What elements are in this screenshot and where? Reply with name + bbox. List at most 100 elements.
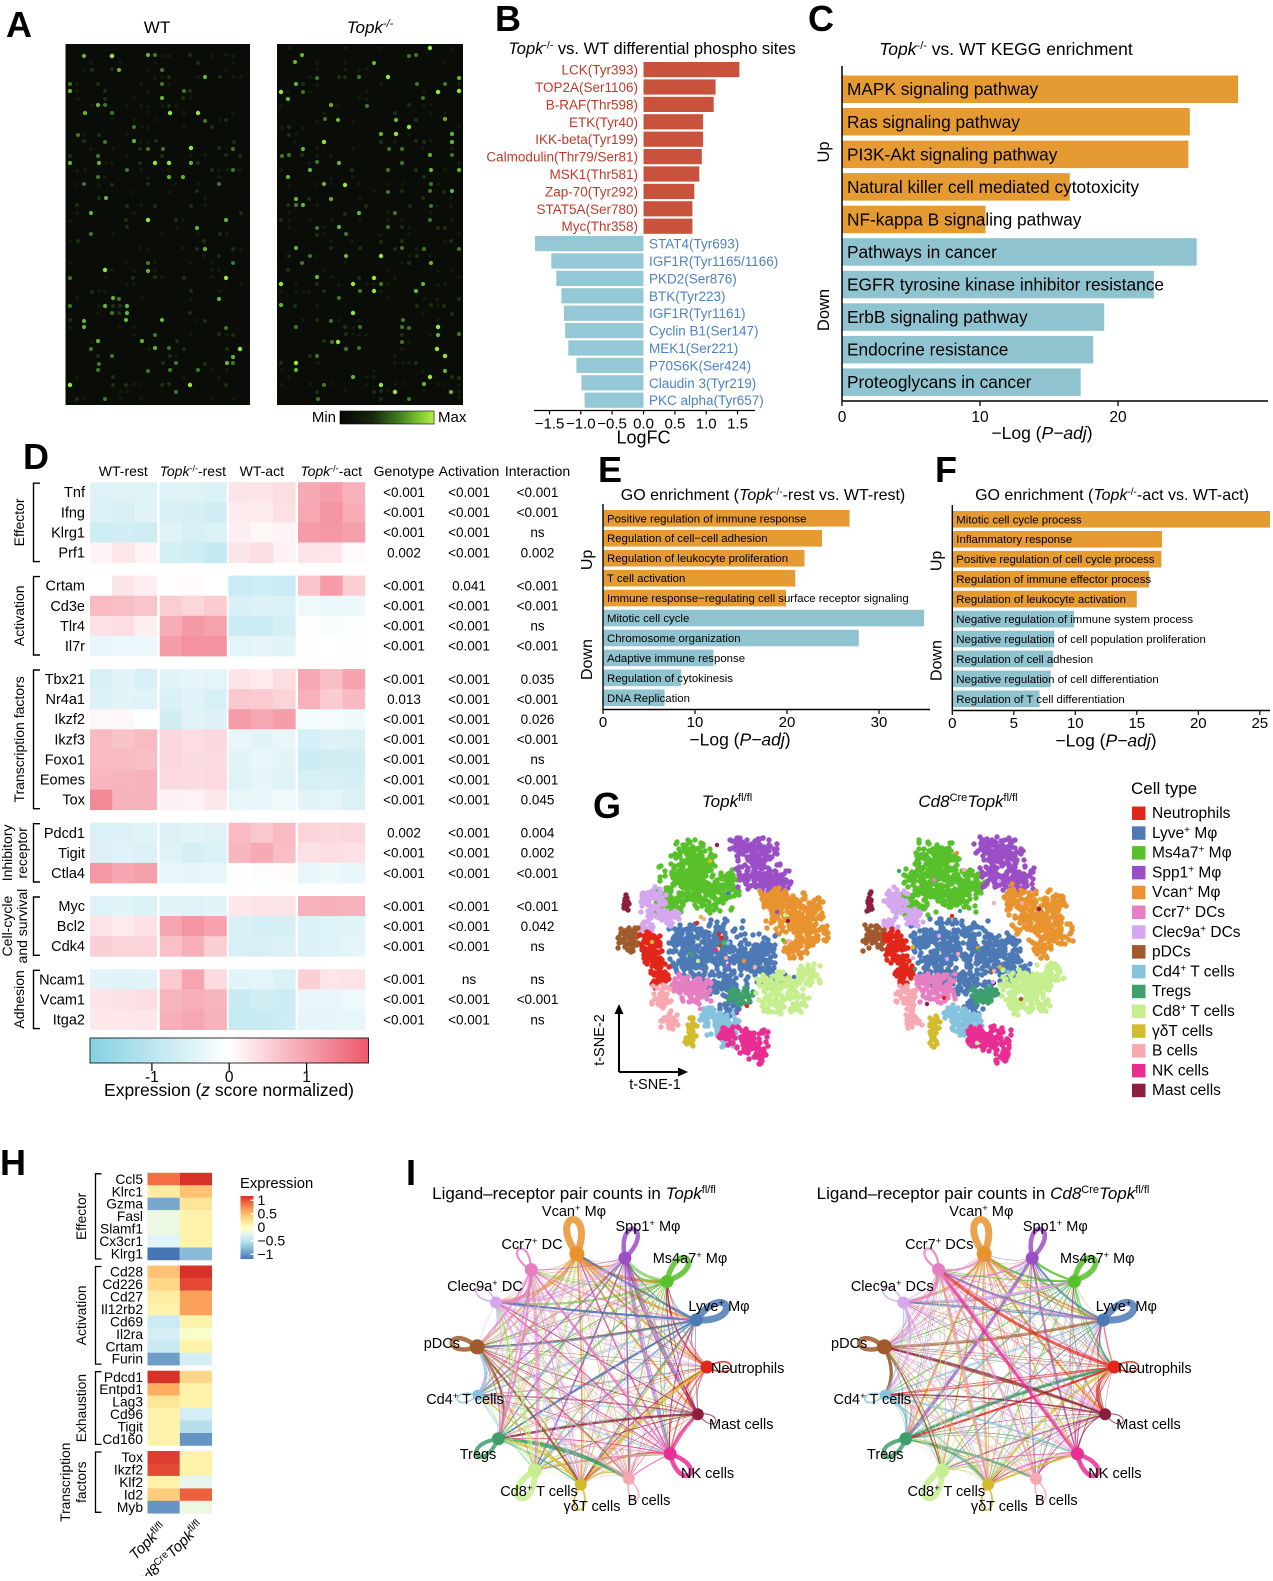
svg-text:ns: ns	[530, 1012, 545, 1027]
svg-text:<0.001: <0.001	[448, 545, 490, 560]
svg-text:30: 30	[871, 714, 888, 731]
svg-text:0.041: 0.041	[452, 578, 486, 593]
svg-text:Cyclin B1(Ser147): Cyclin B1(Ser147)	[649, 324, 759, 339]
svg-text:EGFR tyrosine kinase inhibitor: EGFR tyrosine kinase inhibitor resistanc…	[847, 275, 1164, 295]
svg-text:0.035: 0.035	[521, 672, 555, 687]
svg-text:<0.001: <0.001	[448, 712, 490, 727]
svg-text:20: 20	[1109, 409, 1127, 426]
svg-text:and survival: and survival	[14, 889, 30, 964]
svg-text:Regulation of cytokinesis: Regulation of cytokinesis	[607, 673, 733, 685]
svg-text:<0.001: <0.001	[383, 899, 425, 914]
svg-text:Regulation of immune effector: Regulation of immune effector process	[956, 574, 1151, 586]
svg-text:Cd3e: Cd3e	[50, 599, 85, 615]
svg-text:Down: Down	[928, 640, 945, 681]
svg-text:A: A	[6, 4, 32, 45]
svg-text:25: 25	[1251, 715, 1268, 732]
svg-text:Min: Min	[312, 409, 336, 426]
svg-text:Ras signaling pathway: Ras signaling pathway	[847, 112, 1020, 132]
svg-text:<0.001: <0.001	[383, 846, 425, 861]
svg-text:<0.001: <0.001	[383, 505, 425, 520]
svg-text:Immune response−regulating cel: Immune response−regulating cell surface …	[607, 593, 909, 605]
svg-text:<0.001: <0.001	[383, 712, 425, 727]
svg-text:0.002: 0.002	[521, 545, 555, 560]
svg-text:<0.001: <0.001	[448, 485, 490, 500]
svg-text:−Log (P−adj): −Log (P−adj)	[991, 423, 1092, 443]
svg-text:−Log (P−adj): −Log (P−adj)	[689, 730, 790, 750]
svg-text:Negative regulation of cell po: Negative regulation of cell population p…	[956, 634, 1206, 646]
svg-text:<0.001: <0.001	[383, 485, 425, 500]
svg-text:Ncam1: Ncam1	[39, 972, 85, 988]
svg-text:Bcl2: Bcl2	[57, 919, 85, 935]
svg-text:0.013: 0.013	[387, 692, 421, 707]
svg-text:0.002: 0.002	[387, 545, 421, 560]
svg-text:<0.001: <0.001	[448, 672, 490, 687]
svg-text:0.004: 0.004	[521, 826, 555, 841]
svg-text:receptor: receptor	[14, 827, 30, 879]
svg-text:Up: Up	[579, 550, 596, 571]
svg-text:Tigit: Tigit	[58, 846, 85, 862]
svg-text:<0.001: <0.001	[383, 752, 425, 767]
svg-text:IGF1R(Tyr1161): IGF1R(Tyr1161)	[649, 306, 746, 321]
svg-text:<0.001: <0.001	[448, 992, 490, 1007]
svg-text:<0.001: <0.001	[383, 919, 425, 934]
svg-text:STAT4(Tyr693): STAT4(Tyr693)	[649, 237, 739, 252]
svg-text:F: F	[935, 449, 957, 490]
svg-text:PKD2(Ser876): PKD2(Ser876)	[649, 271, 737, 286]
svg-text:Vcam1: Vcam1	[40, 992, 85, 1008]
svg-text:0.026: 0.026	[521, 712, 555, 727]
svg-text:Tlr4: Tlr4	[60, 619, 85, 635]
svg-text:<0.001: <0.001	[448, 919, 490, 934]
svg-text:WT-act: WT-act	[240, 463, 284, 479]
svg-text:Nr4a1: Nr4a1	[46, 692, 86, 708]
svg-text:<0.001: <0.001	[383, 732, 425, 747]
svg-text:ns: ns	[530, 752, 545, 767]
svg-text:Chromosome organization: Chromosome organization	[607, 633, 741, 645]
svg-text:<0.001: <0.001	[517, 732, 559, 747]
svg-text:PI3K-Akt signaling pathway: PI3K-Akt signaling pathway	[847, 144, 1058, 164]
svg-text:20: 20	[1190, 715, 1207, 732]
svg-text:<0.001: <0.001	[517, 485, 559, 500]
svg-text:<0.001: <0.001	[383, 792, 425, 807]
svg-text:Adhesion: Adhesion	[11, 970, 27, 1028]
svg-text:Activation: Activation	[439, 463, 500, 479]
svg-text:Pathways in cancer: Pathways in cancer	[847, 242, 997, 262]
svg-text:10: 10	[687, 714, 704, 731]
svg-text:0: 0	[948, 715, 956, 732]
svg-text:<0.001: <0.001	[448, 599, 490, 614]
svg-text:ns: ns	[530, 972, 545, 987]
svg-text:15: 15	[1128, 715, 1145, 732]
svg-text:<0.001: <0.001	[383, 599, 425, 614]
svg-text:MEK1(Ser221): MEK1(Ser221)	[649, 341, 738, 356]
svg-text:Regulation of cell−cell adhesi: Regulation of cell−cell adhesion	[607, 533, 768, 545]
svg-text:C: C	[808, 0, 834, 39]
svg-text:10: 10	[971, 409, 989, 426]
svg-text:Ikzf3: Ikzf3	[54, 732, 85, 748]
svg-text:P70S6K(Ser424): P70S6K(Ser424)	[649, 358, 751, 373]
svg-text:LCK(Tyr393): LCK(Tyr393)	[561, 63, 638, 78]
svg-text:Proteoglycans in cancer: Proteoglycans in cancer	[847, 372, 1032, 392]
svg-text:B-RAF(Thr598): B-RAF(Thr598)	[546, 97, 638, 112]
svg-text:ETK(Tyr40): ETK(Tyr40)	[569, 115, 638, 130]
svg-text:Tnf: Tnf	[64, 485, 86, 501]
svg-text:Max: Max	[438, 409, 467, 426]
svg-text:Regulation of leukocyte prolif: Regulation of leukocyte proliferation	[607, 553, 788, 565]
svg-text:ns: ns	[462, 972, 477, 987]
svg-text:<0.001: <0.001	[448, 505, 490, 520]
svg-text:Cd8CreTopkfl/fl: Cd8CreTopkfl/fl	[918, 792, 1017, 811]
svg-text:D: D	[23, 436, 49, 477]
svg-text:<0.001: <0.001	[383, 619, 425, 634]
svg-text:MSK1(Thr581): MSK1(Thr581)	[549, 167, 638, 182]
svg-text:Mitotic cell cycle: Mitotic cell cycle	[607, 613, 689, 625]
svg-text:Klrg1: Klrg1	[51, 525, 85, 541]
svg-text:−Log (P−adj): −Log (P−adj)	[1055, 731, 1156, 751]
svg-text:GO enrichment (Topk-/--rest vs: GO enrichment (Topk-/--rest vs. WT-rest)	[621, 487, 905, 504]
svg-text:<0.001: <0.001	[448, 826, 490, 841]
svg-text:Endocrine resistance: Endocrine resistance	[847, 340, 1008, 360]
svg-text:<0.001: <0.001	[448, 692, 490, 707]
svg-text:IGF1R(Tyr1165/1166): IGF1R(Tyr1165/1166)	[649, 254, 778, 269]
svg-text:0: 0	[838, 409, 847, 426]
svg-text:Regulation of leukocyte activa: Regulation of leukocyte activation	[956, 594, 1126, 606]
svg-text:ns: ns	[530, 525, 545, 540]
svg-text:<0.001: <0.001	[448, 939, 490, 954]
svg-text:NF-kappa B signaling pathway: NF-kappa B signaling pathway	[847, 209, 1082, 229]
